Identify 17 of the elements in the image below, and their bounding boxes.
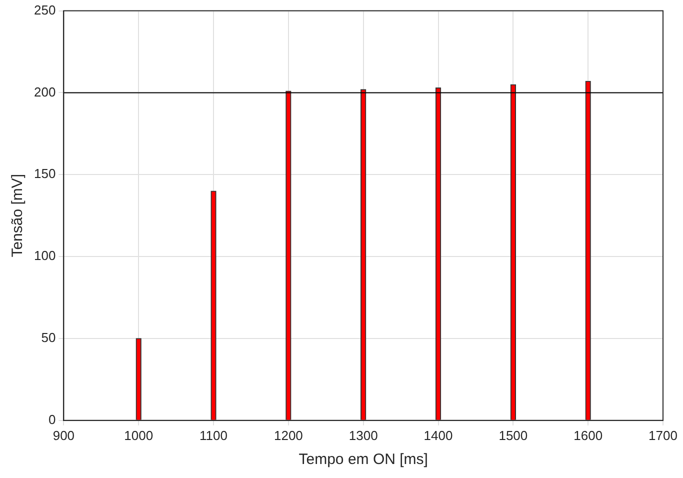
x-tick-label: 1300 (348, 428, 378, 443)
y-tick-label: 0 (48, 412, 56, 427)
x-tick-label: 900 (52, 428, 75, 443)
x-tick-label: 1200 (274, 428, 303, 443)
x-tick-label: 1400 (424, 428, 453, 443)
y-tick-label: 250 (34, 2, 56, 18)
x-tick-label: 1100 (200, 428, 228, 443)
x-tick-label: 1000 (124, 428, 154, 443)
y-tick-label: 150 (34, 166, 56, 182)
y-axis-title: Tensão [mV] (9, 174, 26, 258)
x-tick-label: 1700 (648, 428, 678, 443)
x-tick-label: 1500 (498, 428, 528, 443)
y-tick-label: 50 (41, 330, 56, 346)
y-tick-label: 200 (34, 84, 56, 100)
x-axis-title: Tempo em ON [ms] (298, 451, 428, 468)
x-tick-label: 1600 (574, 428, 603, 443)
y-tick-label: 100 (34, 248, 56, 264)
